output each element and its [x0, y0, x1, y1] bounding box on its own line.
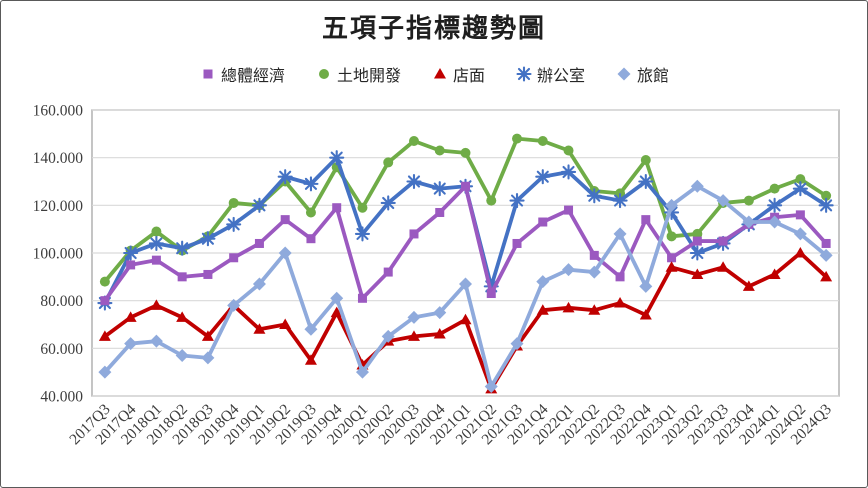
legend-item-land-development: 土地開發 [315, 62, 401, 86]
series-land-development [99, 133, 832, 287]
chart-title: 五項子指標趨勢圖 [321, 14, 546, 43]
y-tick-label: 40.000 [40, 389, 83, 406]
x-axis: 2017Q32017Q42018Q12018Q22018Q32018Q42019… [66, 401, 835, 449]
legend-item-hotel: 旅館 [615, 62, 669, 86]
legend-marker-diamond-icon [617, 67, 631, 81]
y-tick-label: 120.000 [33, 198, 84, 215]
y-tick-label: 60.000 [40, 341, 83, 358]
chart-legend: 總體經濟 土地開發 店面 辦公室 旅館 [1, 62, 867, 86]
y-tick-label: 140.000 [33, 150, 84, 167]
series-storefront [98, 247, 833, 394]
legend-label: 辦公室 [537, 68, 586, 85]
legend-item-overall-economy: 總體經濟 [199, 62, 285, 86]
legend-marker-square-icon [203, 69, 213, 79]
series-hotel [98, 179, 833, 393]
series-overall-economy [100, 181, 831, 306]
legend-marker-triangle-icon [433, 68, 446, 79]
legend-label: 旅館 [637, 68, 670, 85]
y-axis: 160.000 140.000 120.000 100.000 80.000 60.000… [33, 103, 839, 406]
y-tick-label: 160.000 [33, 103, 84, 120]
legend-marker-circle-icon [318, 69, 329, 79]
legend-label: 土地開發 [336, 68, 401, 85]
legend-label: 總體經濟 [220, 68, 285, 85]
y-tick-label: 100.000 [33, 246, 84, 263]
legend-label: 店面 [452, 68, 485, 85]
series-land-development-line [102, 136, 829, 284]
legend-marker-star-icon [516, 66, 532, 82]
legend-item-office: 辦公室 [515, 62, 585, 86]
y-tick-label: 80.000 [40, 293, 83, 310]
legend-item-storefront: 店面 [431, 62, 485, 86]
